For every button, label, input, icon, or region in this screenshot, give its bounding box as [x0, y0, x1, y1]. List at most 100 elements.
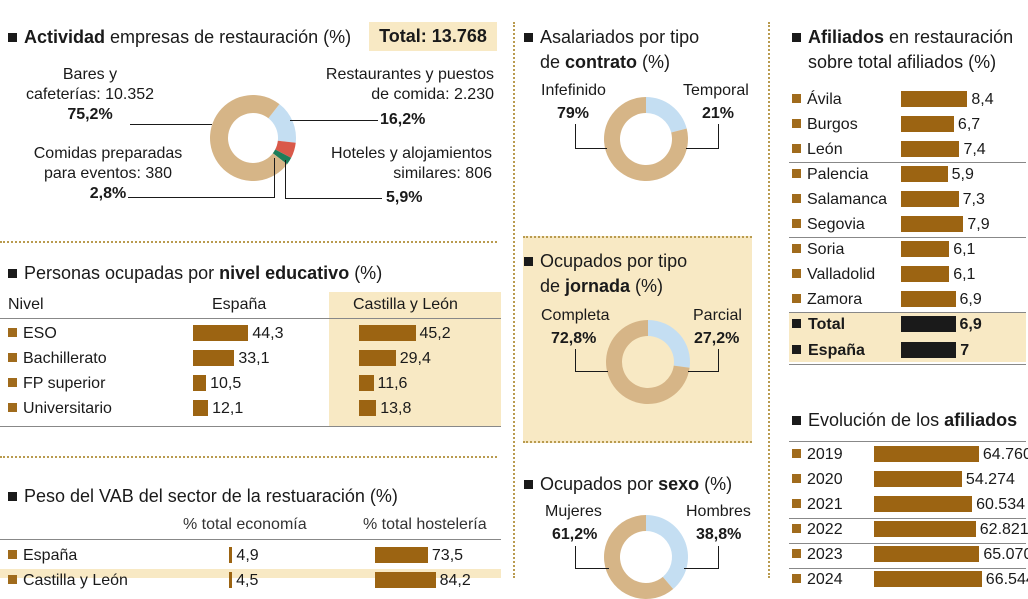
- activity-slice-3: [210, 95, 288, 181]
- jornada-leader-left-v: [575, 349, 576, 371]
- bullet-icon: [792, 169, 801, 178]
- affiliates-bar: [901, 191, 959, 207]
- vab-row-label: España: [8, 547, 77, 565]
- education-row-label: Universitario: [8, 400, 112, 418]
- jornada-right-pct: 27,2%: [694, 330, 740, 347]
- leader-hoteles-v: [285, 160, 286, 199]
- education-value-spain: 10,5: [210, 375, 242, 392]
- affiliates-row-label: Palencia: [792, 166, 868, 184]
- jornada-leader-right-h: [688, 371, 719, 372]
- education-bar-spain: [193, 325, 249, 341]
- education-title: Personas ocupadas por nivel educativo (%…: [8, 261, 382, 285]
- evolution-row-label: 2024: [792, 571, 843, 589]
- bullet-icon: [792, 269, 801, 278]
- evolution-row-label: 2021: [792, 496, 843, 514]
- education-value-cyl: 13,8: [380, 400, 412, 417]
- vab-col-eco: % total economía: [183, 516, 307, 533]
- activity-donut: [210, 95, 296, 181]
- label-comidas: Comidas preparadas para eventos: 380 2,8%: [33, 145, 183, 202]
- education-bar-cyl: [359, 400, 377, 416]
- contract-donut: [604, 97, 688, 181]
- vab-bar-eco: [229, 572, 233, 588]
- education-row-label: Bachillerato: [8, 350, 107, 368]
- leader-comidas-h: [128, 197, 275, 198]
- evolution-value: 60.534: [976, 496, 1025, 513]
- evolution-bar: [874, 496, 973, 512]
- evolution-row-rule: [789, 568, 1026, 569]
- leader-hoteles-h: [285, 198, 382, 199]
- bullet-icon: [792, 94, 801, 103]
- bullet-icon: [524, 33, 533, 42]
- sexo-leader-left-v: [575, 546, 576, 568]
- affiliates-bar: [901, 316, 956, 332]
- education-bar-spain: [193, 400, 209, 416]
- affiliates-bar: [901, 266, 950, 282]
- affiliates-bar: [901, 342, 957, 358]
- jornada-donut: [606, 320, 690, 404]
- affiliates-row-label: Soria: [792, 241, 844, 259]
- education-row-label: FP superior: [8, 375, 105, 393]
- vab-bar-eco: [229, 547, 233, 563]
- education-value-cyl: 11,6: [377, 375, 408, 392]
- sexo-right-pct: 38,8%: [696, 526, 742, 543]
- contract-left-label: Infefinido: [541, 82, 606, 99]
- education-bar-cyl: [359, 350, 396, 366]
- affiliates-row-label: Zamora: [792, 291, 862, 309]
- affiliates-value: 6,1: [953, 241, 976, 258]
- education-cyl-highlight: [329, 292, 501, 426]
- contract-leader-left-h: [575, 148, 607, 149]
- affiliates-title: Afiliados en restauración sobre total af…: [792, 25, 1013, 75]
- jornada-left-label: Completa: [541, 307, 610, 324]
- evolution-title: Evolución de los afiliados: [792, 408, 1017, 432]
- divider-activity: [0, 241, 497, 243]
- bullet-icon: [792, 416, 801, 425]
- education-col-cyl: Castilla y León: [353, 296, 458, 313]
- evolution-row-label: 2022: [792, 521, 843, 539]
- contract-leader-right-v: [718, 124, 719, 148]
- bullet-icon: [8, 269, 17, 278]
- education-bar-spain: [193, 350, 235, 366]
- activity-total-badge: Total: 13.768: [369, 22, 497, 51]
- contract-slice-1: [604, 97, 688, 181]
- jornada-right-label: Parcial: [693, 307, 742, 324]
- contract-right-pct: 21%: [702, 105, 735, 122]
- vab-col-host: % total hostelería: [363, 516, 487, 533]
- vab-bar-host: [375, 547, 428, 563]
- affiliates-value: 6,9: [959, 316, 982, 333]
- sexo-leader-right-v: [718, 546, 719, 568]
- affiliates-value: 6,1: [953, 266, 976, 283]
- bullet-icon: [792, 219, 801, 228]
- jornada-slice-1: [606, 320, 690, 404]
- affiliates-value: 7,3: [962, 191, 985, 208]
- sexo-donut: [604, 515, 688, 599]
- education-value-spain: 33,1: [238, 350, 270, 367]
- bullet-icon: [8, 353, 17, 362]
- evolution-row-label: 2023: [792, 546, 843, 564]
- bullet-icon: [792, 194, 801, 203]
- activity-slice-2: [272, 149, 292, 165]
- affiliates-row-label: Valladolid: [792, 266, 875, 284]
- bullet-icon: [792, 294, 801, 303]
- evolution-value: 54.274: [965, 471, 1015, 488]
- vab-value-host: 84,2: [439, 572, 471, 589]
- jornada-slice-0: [648, 320, 690, 368]
- affiliates-row-label: España: [792, 342, 865, 360]
- leader-comidas-v: [274, 158, 275, 198]
- affiliates-bar: [901, 241, 950, 257]
- affiliates-value: 6,7: [957, 116, 981, 133]
- bullet-icon: [8, 378, 17, 387]
- education-bar-cyl: [359, 325, 416, 341]
- affiliates-bar: [901, 166, 948, 182]
- affiliates-value: 7,4: [963, 141, 986, 158]
- bullet-icon: [524, 257, 533, 266]
- affiliates-row-label: Salamanca: [792, 191, 887, 209]
- leader-restaurantes: [290, 120, 378, 121]
- affiliates-bar: [901, 116, 954, 132]
- affiliates-value: 6,9: [959, 291, 982, 308]
- vab-value-eco: 4,9: [236, 547, 259, 564]
- affiliates-value: 8,4: [971, 91, 994, 108]
- bullet-icon: [8, 403, 17, 412]
- bullet-icon: [792, 244, 801, 253]
- evolution-value: 64.760: [982, 446, 1028, 463]
- pct-hoteles: 5,9%: [386, 189, 423, 206]
